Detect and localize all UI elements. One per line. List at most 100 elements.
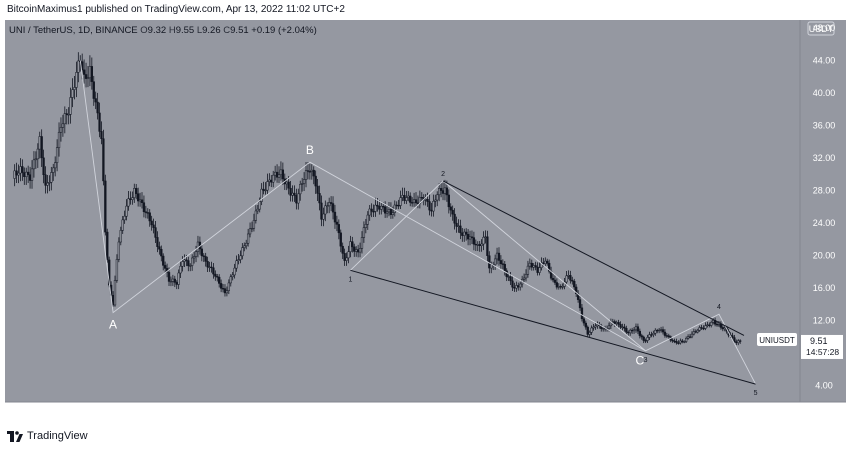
candle-body [634,326,638,331]
candle-body [25,171,28,177]
time-tick-label: 2022 [533,410,553,420]
candle-body [555,282,559,288]
wave-label-3: 3 [644,357,648,364]
candle-body [38,136,41,150]
candle-body [279,169,283,175]
candle-body [575,286,578,294]
candle-body [61,123,65,128]
candle-body [441,190,445,194]
candle-body [625,328,628,333]
candle-body [470,236,474,238]
candle-body [447,194,450,208]
candle-body [407,195,410,198]
candle-body [380,206,383,210]
candle-body [449,206,452,211]
candle-body [154,227,157,238]
candle-body [364,224,367,228]
candle-body [501,263,504,265]
candle-body [723,327,726,330]
candle-body [54,162,57,169]
time-tick-label: Oct [359,410,374,420]
candle-body [135,188,138,194]
candle-body [370,208,373,212]
candle-body [308,171,312,173]
candle-body [490,264,493,269]
candle-body [630,329,634,332]
candle-body [189,265,192,267]
candle-body [517,285,520,288]
candle-body [432,201,435,212]
candle-body [28,174,32,181]
candle-body [30,168,34,181]
candle-body [654,329,657,334]
candle-body [409,195,412,203]
candle-body [546,260,549,264]
candle-body [314,175,317,187]
candle-body [632,329,636,332]
candle-body [715,323,719,326]
candle-body [194,251,198,257]
candle-body [719,324,723,328]
candle-body [113,280,117,306]
candle-body [90,66,93,82]
candle-body [675,341,678,344]
candle-body [519,283,522,288]
currency-label: USDT [809,24,834,34]
candle-body [505,270,508,277]
candle-body [681,340,684,342]
chart-panel [5,20,846,402]
candle-body [77,60,80,73]
candle-body [428,201,431,211]
tradingview-logo-icon [7,430,23,442]
candle-body [100,131,103,139]
candle-body [164,265,167,269]
candle-body [416,202,420,205]
candle-body [445,187,449,196]
candle-body [700,327,703,329]
candle-body [212,267,215,275]
candle-body [339,232,342,247]
candle-body [659,329,663,331]
tradingview-footer[interactable]: TradingView [7,430,88,442]
candle-body [98,112,101,132]
candle-body [642,336,645,341]
candle-body [17,172,20,176]
candle-body [378,205,381,210]
candle-body [453,213,456,224]
candle-body [391,212,395,215]
candle-body [534,265,537,268]
chart-title: UNI / TetherUS, 1D, BINANCE O9.32 H9.55 … [9,25,317,36]
candle-body [607,325,611,329]
candle-body [181,261,184,267]
candle-body [160,248,163,257]
candle-body [71,89,74,98]
candle-body [341,245,344,254]
candle-body [532,265,535,268]
time-tick-label: Dec [476,410,493,420]
ohlc-low: 9.26 [202,25,223,36]
candle-body [594,325,597,328]
candle-body [712,320,715,323]
candle-body [497,252,501,261]
candle-body [401,195,404,198]
candle-body [52,167,55,173]
candle-body [75,72,78,88]
ohlc-change: +0.19 (+2.04%) [251,25,317,36]
candle-body [156,237,159,247]
time-tick-label: Nov [418,410,435,420]
candle-body [310,169,313,172]
candle-body [27,171,30,175]
candle-body [40,136,43,159]
candle-body [320,202,323,220]
wave-label-B: B [306,143,314,157]
candle-body [667,335,670,337]
candle-body [187,260,190,267]
price-tick-label: 28.00 [813,186,836,196]
candle-body [225,290,229,294]
candle-body [588,332,591,335]
price-tick-label: 48.00 [813,23,836,33]
candle-body [84,74,88,79]
symbol-badge [757,332,797,346]
candle-body [208,266,211,269]
